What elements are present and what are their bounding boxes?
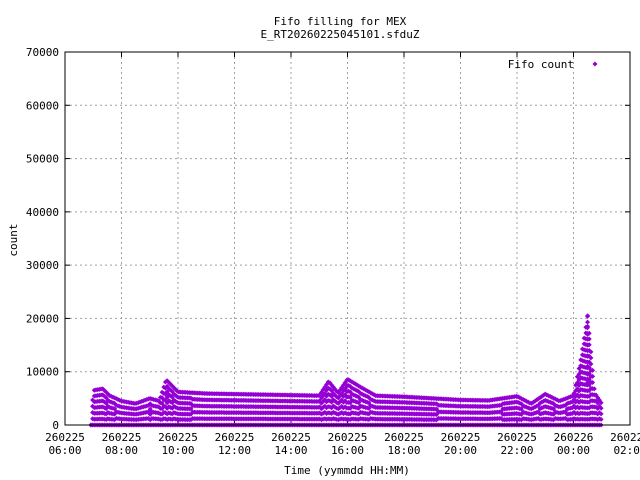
y-tick-label: 30000 [26, 259, 59, 272]
y-tick-label: 50000 [26, 153, 59, 166]
axes: 0 10000 20000 30000 40000 50000 60000 70000 2602… [26, 46, 640, 457]
x-tick-label-time: 18:00 [387, 444, 420, 457]
x-tick-label-date: 260226 [610, 431, 640, 444]
legend: Fifo count [508, 58, 598, 71]
x-axis-label: Time (yymmdd HH:MM) [284, 464, 410, 477]
fifo-point [590, 380, 596, 386]
x-tick-label-date: 260225 [102, 431, 142, 444]
x-tick-label-time: 00:00 [557, 444, 590, 457]
x-tick-label-time: 08:00 [105, 444, 138, 457]
fifo-point [585, 331, 591, 337]
x-tick-label-date: 260225 [497, 431, 537, 444]
fifo-point [586, 336, 592, 342]
y-tick-label: 0 [52, 419, 59, 432]
x-tick-label-time: 22:00 [500, 444, 533, 457]
x-tick-label-time: 06:00 [48, 444, 81, 457]
x-tick-label-date: 260225 [215, 431, 255, 444]
x-tick-label-date: 260225 [384, 431, 424, 444]
fifo-point [590, 373, 596, 379]
y-tick-label: 60000 [26, 99, 59, 112]
x-tick-label-date: 260225 [271, 431, 311, 444]
fifo-point [585, 342, 591, 348]
x-tick-label-date: 260225 [45, 431, 85, 444]
fifo-point [588, 361, 594, 367]
x-tick-label-date: 260225 [158, 431, 198, 444]
x-tick-label-time: 14:00 [274, 444, 307, 457]
fifo-point [585, 363, 591, 369]
x-tick-label-time: 16:00 [331, 444, 364, 457]
plot-frame [64, 51, 631, 426]
fifo-point [585, 379, 591, 385]
fifo-point [591, 386, 597, 392]
data-points [88, 313, 604, 428]
y-tick-label: 40000 [26, 206, 59, 219]
x-tick-label-date: 260226 [554, 431, 594, 444]
fifo-point [588, 355, 594, 361]
legend-marker [592, 61, 598, 67]
fifo-point [585, 353, 591, 359]
fifo-point [585, 313, 591, 319]
y-tick-label: 20000 [26, 312, 59, 325]
x-tick-label-date: 260225 [441, 431, 481, 444]
y-axis-label: count [7, 223, 20, 256]
y-tick-label: 10000 [26, 366, 59, 379]
chart-subtitle: E_RT20260225045101.sfduZ [261, 28, 420, 41]
legend-label: Fifo count [508, 58, 574, 71]
fifo-point [598, 405, 604, 411]
fifo-point [585, 319, 591, 325]
fifo-point [585, 371, 591, 377]
x-tick-label-time: 12:00 [218, 444, 251, 457]
grid [65, 52, 630, 425]
x-tick-label-date: 260225 [328, 431, 368, 444]
x-tick-label-time: 20:00 [444, 444, 477, 457]
fifo-point [590, 367, 596, 373]
x-tick-label-time: 10:00 [161, 444, 194, 457]
y-tick-label: 70000 [26, 46, 59, 59]
fifo-point [598, 416, 604, 422]
x-tick-label-time: 02:00 [613, 444, 640, 457]
fifo-point [598, 411, 604, 417]
chart-title: Fifo filling for MEX [274, 15, 407, 28]
fifo-point [585, 323, 591, 329]
fifo-point [588, 349, 594, 355]
fifo-point [598, 400, 604, 406]
